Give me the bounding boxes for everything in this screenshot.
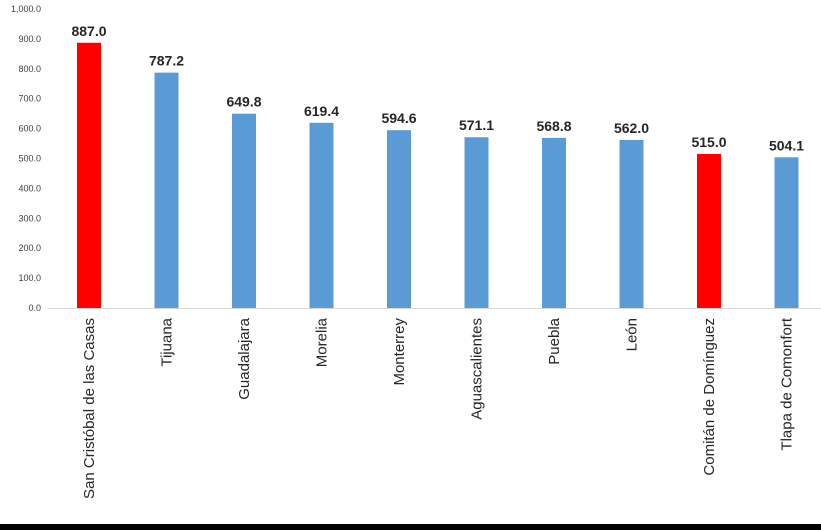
bar [464,137,489,308]
bar [619,139,644,308]
x-tick-label: León [624,318,641,351]
y-tick-label: 300.0 [18,213,41,223]
data-label: 619.4 [304,103,339,119]
x-tick-label: Comitán de Domínguez [701,318,718,476]
y-tick-label: 700.0 [18,94,41,104]
y-tick-label: 200.0 [18,243,41,253]
x-tick-label: Aguascalientes [469,318,486,420]
x-tick-label: Tijuana [159,317,176,366]
data-label: 649.8 [226,94,261,110]
data-label: 887.0 [71,23,106,39]
data-label: 594.6 [381,110,416,126]
y-axis-ticks: 0.0 100.0 200.0 300.0 400.0 500.0 600.0 700.0 80… [11,4,41,313]
x-tick-label: Morelia [314,317,331,367]
data-label: 562.0 [614,120,649,136]
x-tick-label: Tlapa de Comonfort [779,317,796,450]
x-tick-label: Puebla [546,317,563,364]
y-tick-label: 500.0 [18,154,41,164]
y-tick-label: 400.0 [18,183,41,193]
x-axis-ticks: San Cristóbal de las Casas Tijuana Guadala… [81,317,796,499]
bar [697,154,721,308]
data-label: 787.2 [149,53,184,69]
bar [232,113,256,308]
y-tick-label: 600.0 [18,124,41,134]
y-tick-label: 1,000.0 [11,4,41,14]
x-tick-label: San Cristóbal de las Casas [81,318,98,499]
bar [387,130,411,308]
bars [77,42,799,309]
y-tick-label: 800.0 [18,64,41,74]
x-tick-label: Guadalajara [236,317,253,399]
data-label: 568.8 [536,118,571,134]
data-label: 504.1 [769,137,804,153]
bar [77,42,101,309]
bar [309,122,334,308]
bar [774,157,799,308]
data-labels: 887.0 787.2 649.8 619.4 594.6 571.1 568.8 562.0… [71,23,804,153]
bottom-border [0,524,821,530]
y-tick-label: 0.0 [28,303,41,313]
data-label: 571.1 [459,117,494,133]
y-tick-label: 100.0 [18,273,41,283]
data-label: 515.0 [691,134,726,150]
x-tick-label: Monterrey [391,318,408,386]
bar [542,137,566,308]
bar [154,72,179,308]
y-tick-label: 900.0 [18,34,41,44]
